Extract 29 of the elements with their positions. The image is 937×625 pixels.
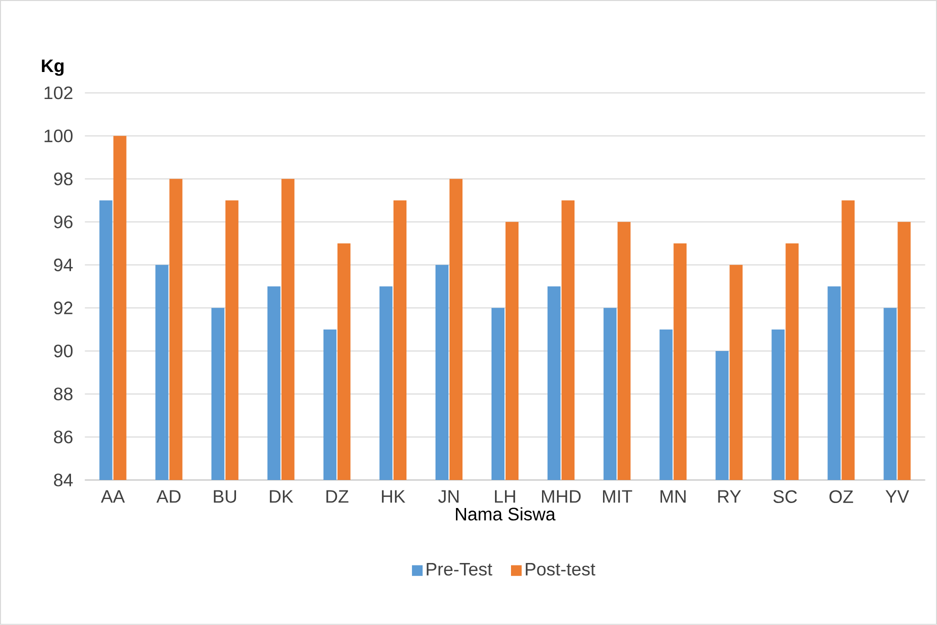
y-tick-label: 88	[54, 388, 72, 400]
x-tick-label: MN	[660, 490, 686, 503]
y-tick-label: 98	[54, 172, 72, 186]
legend-label: Post-test	[526, 563, 596, 576]
x-tick-label: MIT	[603, 490, 632, 503]
y-tick-label: 94	[54, 258, 73, 272]
x-tick-label: LH	[494, 490, 516, 503]
legend-label: Pre-Test	[426, 563, 492, 576]
y-tick-label: 100	[44, 130, 73, 142]
x-tick-label: BU	[214, 490, 236, 503]
y-axis-title: Kg	[42, 60, 64, 76]
x-tick-label: SC	[773, 490, 797, 504]
x-tick-label: OZ	[829, 490, 854, 504]
y-tick-label: 84	[54, 474, 73, 486]
x-tick-label: YV	[886, 490, 910, 503]
y-tick-label: 96	[54, 216, 72, 228]
x-tick-label: HK	[382, 490, 406, 503]
x-tick-label: MHD	[542, 490, 581, 503]
y-tick-label: 92	[54, 302, 72, 314]
x-tick-label: AA	[100, 490, 125, 503]
x-tick-label: AD	[156, 490, 181, 503]
y-tick-label: 86	[54, 430, 72, 444]
x-tick-label: JN	[438, 490, 459, 503]
x-tick-label: DK	[270, 490, 294, 503]
x-tick-label: RY	[718, 490, 742, 503]
y-tick-label: 102	[44, 86, 72, 100]
y-tick-label: 90	[54, 344, 73, 358]
x-tick-label: DZ	[326, 490, 348, 503]
x-axis-title: Nama Siswa	[456, 507, 556, 521]
